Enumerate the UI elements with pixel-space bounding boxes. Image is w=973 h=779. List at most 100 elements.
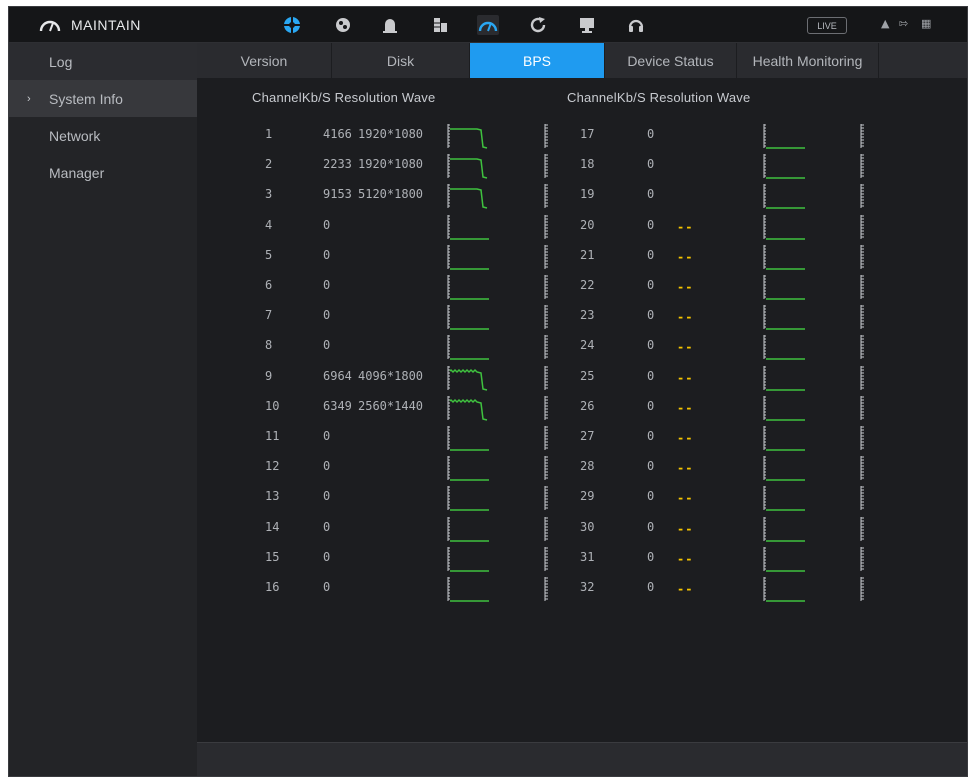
tab-disk[interactable]: Disk	[332, 43, 470, 78]
channel-number: 6	[265, 278, 273, 292]
wave-scale-tick	[544, 577, 548, 601]
bitrate-wave	[447, 577, 489, 602]
channel-bitrate: 0	[647, 308, 655, 323]
channel-number: 26	[580, 398, 595, 413]
channel-number: 32	[580, 580, 595, 594]
alarm-icon[interactable]	[379, 15, 401, 35]
channel-number: 7	[265, 308, 273, 323]
channel-row: 22 0 --	[197, 272, 967, 302]
maintain-brand[interactable]: MAINTAIN	[39, 7, 141, 43]
wave-scale-tick	[544, 516, 548, 541]
sidebar-item-network[interactable]: Network	[9, 117, 197, 154]
channel-bitrate: 0	[647, 459, 655, 474]
sidebar-item-label: Network	[49, 127, 101, 144]
intelligent-icon[interactable]	[332, 15, 354, 35]
sidebar-item-log[interactable]: Log	[9, 43, 197, 80]
channel-bitrate: 0	[323, 247, 331, 262]
channel-row: 23 0 --	[197, 302, 967, 332]
channel-number: 19	[580, 187, 595, 202]
storage-icon[interactable]	[429, 15, 451, 35]
network-icon[interactable]	[281, 15, 303, 35]
sidebar-item-manager[interactable]: Manager	[9, 154, 197, 191]
channel-bitrate: 0	[323, 308, 331, 323]
wave-scale-tick	[544, 456, 548, 481]
channel-resolution: --	[677, 521, 694, 536]
bitrate-wave	[447, 214, 489, 240]
bitrate-wave	[763, 486, 805, 512]
channel-bitrate: 0	[323, 429, 331, 443]
wave-scale-tick	[860, 275, 864, 299]
display-icon[interactable]	[576, 15, 598, 35]
channel-resolution: --	[677, 340, 694, 355]
bitrate-wave	[447, 365, 488, 391]
channel-resolution: --	[677, 582, 694, 596]
sidebar-item-label: System Info	[49, 90, 123, 107]
channel-bitrate: 0	[323, 338, 331, 353]
channel-bitrate: 4166	[323, 127, 352, 141]
wave-scale-tick	[860, 305, 864, 330]
channel-bitrate: 0	[647, 247, 655, 262]
tab-version[interactable]: Version	[197, 43, 332, 78]
bitrate-wave	[447, 154, 488, 179]
channel-bitrate: 0	[647, 217, 655, 232]
channel-resolution: --	[677, 219, 694, 234]
channel-row: 29 0 --	[197, 483, 967, 513]
channel-bitrate: 9153	[323, 187, 352, 202]
channel-bitrate: 0	[323, 549, 331, 564]
bitrate-wave	[763, 456, 805, 481]
channel-resolution: 5120*1800	[358, 187, 424, 202]
wave-scale-tick	[860, 577, 864, 601]
channel-number: 20	[580, 217, 595, 232]
channel-row: 12 0	[197, 453, 967, 483]
channel-bitrate: 0	[323, 217, 331, 232]
maintain-icon[interactable]	[477, 15, 499, 35]
sidebar: Log › System Info Network Manager	[9, 43, 197, 776]
tab-health-monitoring[interactable]: Health Monitoring	[737, 43, 879, 78]
channel-row: 25 0 --	[197, 363, 967, 393]
wave-scale-tick	[860, 184, 864, 209]
maintain-gauge-icon	[39, 20, 61, 32]
wave-scale-tick	[544, 395, 548, 420]
bitrate-wave	[763, 275, 805, 300]
channel-row: 26 0 --	[197, 393, 967, 423]
wave-scale-tick	[544, 365, 548, 390]
tab-device-status[interactable]: Device Status	[605, 43, 737, 78]
channel-row: 2 2233 1920*1080	[197, 151, 967, 181]
tab-bps[interactable]: BPS	[470, 43, 605, 78]
bitrate-wave	[447, 244, 489, 270]
channel-resolution: 1920*1080	[358, 127, 424, 141]
user-icon[interactable]: ▲	[881, 17, 890, 30]
logout-icon[interactable]: ⇰	[899, 17, 909, 30]
audio-icon[interactable]	[625, 15, 647, 35]
channel-bitrate: 0	[647, 368, 655, 383]
grid-icon[interactable]: ▦	[921, 17, 932, 30]
channel-row: 3 9153 5120*1800	[197, 181, 967, 211]
wave-scale-tick	[544, 124, 548, 148]
channel-bitrate: 6964	[323, 368, 352, 383]
backup-icon[interactable]	[527, 15, 549, 35]
bitrate-wave	[763, 305, 805, 330]
channel-resolution: --	[677, 249, 694, 264]
sidebar-item-system-info[interactable]: › System Info	[9, 80, 197, 117]
footer-bar	[197, 742, 967, 776]
right-column-header: ChannelKb/S Resolution Wave	[567, 90, 751, 105]
channel-number: 24	[580, 338, 595, 353]
channel-bitrate: 0	[647, 489, 655, 504]
channel-row: 28 0 --	[197, 453, 967, 483]
channel-number: 27	[580, 429, 595, 443]
wave-scale-tick	[544, 546, 548, 571]
wave-scale-tick	[544, 335, 548, 360]
channel-number: 3	[265, 187, 273, 202]
bitrate-wave	[763, 395, 805, 421]
live-button[interactable]: LIVE	[807, 17, 847, 34]
channel-row: 1 4166 1920*1080	[197, 121, 967, 151]
channel-bitrate: 0	[647, 519, 655, 534]
channel-number: 16	[265, 580, 280, 594]
sidebar-item-label: Manager	[49, 164, 105, 181]
channel-row: 14 0	[197, 514, 967, 544]
channel-bitrate: 0	[647, 157, 655, 172]
channel-row: 15 0	[197, 544, 967, 574]
